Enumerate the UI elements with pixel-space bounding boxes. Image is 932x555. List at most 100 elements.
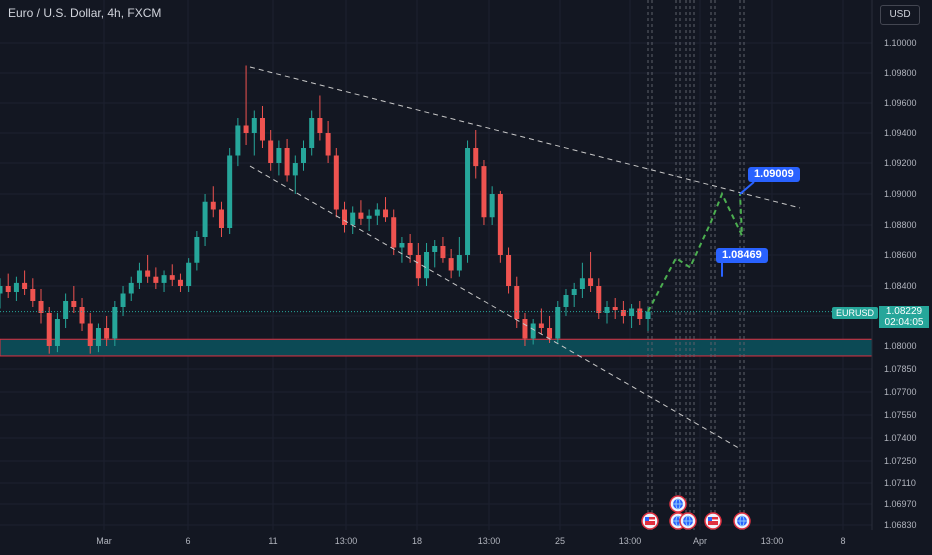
symbol-badge: EURUSD	[832, 307, 879, 319]
candle-body	[579, 278, 585, 289]
grid	[0, 0, 872, 530]
candle-body	[333, 155, 339, 210]
candle-body	[5, 286, 11, 292]
candle-body	[0, 286, 3, 294]
globe-icon[interactable]	[669, 495, 687, 513]
candle-body	[317, 118, 323, 133]
flag-canton	[708, 517, 712, 521]
price-tick-label: 1.07250	[884, 456, 917, 466]
candle-body	[71, 301, 77, 307]
economic-events	[641, 495, 751, 530]
candle-body	[424, 252, 430, 279]
upper-callout-pointer	[739, 181, 755, 195]
candle-body	[481, 166, 487, 218]
candle-body	[538, 323, 544, 328]
time-tick-label: 13:00	[761, 536, 784, 546]
candle-body	[145, 270, 151, 277]
time-axis[interactable]	[0, 530, 932, 550]
candle-body	[309, 118, 315, 148]
us-flag-icon[interactable]	[704, 512, 722, 530]
flag-canton	[645, 517, 649, 521]
price-tick-label: 1.07850	[884, 364, 917, 374]
candle-body	[104, 328, 110, 339]
price-tick-label: 1.09200	[884, 158, 917, 168]
candle-body	[153, 276, 159, 283]
price-tick-label: 1.07110	[884, 478, 916, 488]
price-tick-label: 1.08600	[884, 250, 917, 260]
upper-price-callout[interactable]: 1.09009	[748, 167, 800, 182]
candle-body	[128, 282, 134, 294]
candle-body	[276, 148, 282, 163]
candle-body	[506, 255, 512, 286]
candle-body	[399, 243, 405, 248]
price-tick-label: 1.08800	[884, 220, 917, 230]
currency-button[interactable]: USD	[880, 5, 920, 25]
candle-body	[465, 148, 471, 255]
candle-body	[489, 194, 495, 218]
candle-body	[473, 148, 479, 167]
candle-body	[210, 201, 216, 210]
lower-price-callout[interactable]: 1.08469	[716, 248, 768, 263]
candle-body	[218, 209, 224, 228]
candle-body	[235, 125, 241, 156]
candle-body	[342, 209, 348, 225]
upper-trendline	[249, 66, 801, 209]
candle-body	[79, 307, 85, 324]
time-tick-label: Apr	[693, 536, 707, 546]
candle-body	[620, 310, 626, 316]
globe-icon[interactable]	[679, 512, 697, 530]
candle-body	[177, 279, 183, 286]
candle-body	[358, 212, 364, 219]
candle-body	[530, 323, 536, 339]
candle-body	[292, 163, 298, 176]
projection-path[interactable]	[647, 191, 743, 312]
candle-body	[22, 282, 28, 289]
candle-body	[136, 270, 142, 283]
candle-body	[120, 293, 126, 307]
candle-body	[588, 278, 594, 286]
candle-body	[596, 286, 602, 313]
candle-body	[243, 125, 249, 133]
price-tick-label: 1.06830	[884, 520, 917, 530]
candle-body	[456, 255, 462, 271]
support-zone[interactable]	[0, 338, 873, 357]
candle-body	[407, 243, 413, 255]
candle-body	[46, 313, 52, 346]
candle-body	[259, 118, 265, 141]
time-tick-label: 11	[268, 536, 277, 546]
price-axis[interactable]	[872, 0, 932, 530]
candle-body	[497, 194, 503, 255]
candle-body	[383, 209, 389, 218]
chart-title: Euro / U.S. Dollar, 4h, FXCM	[8, 6, 162, 20]
candle-body	[227, 155, 233, 228]
us-flag-icon[interactable]	[641, 512, 659, 530]
candle-body	[374, 209, 380, 216]
globe-meridian	[675, 498, 681, 510]
candle-body	[112, 307, 118, 339]
time-tick-label: 13:00	[335, 536, 358, 546]
candle-body	[202, 201, 208, 237]
price-tick-label: 1.07550	[884, 410, 917, 420]
current-price-value: 1.08229	[885, 306, 923, 317]
globe-meridian	[739, 515, 745, 527]
candle-body	[645, 311, 651, 319]
event-lines	[647, 0, 745, 530]
globe-icon[interactable]	[733, 512, 751, 530]
globe-meridian	[685, 515, 691, 527]
candle-body	[637, 308, 643, 319]
time-tick-label: 25	[555, 536, 565, 546]
lower-trendline	[249, 165, 741, 450]
candle-body	[63, 301, 69, 319]
candle-body	[95, 328, 101, 346]
time-tick-label: 6	[185, 536, 190, 546]
time-tick-label: 8	[840, 536, 845, 546]
candle-body	[432, 246, 438, 252]
candle-body	[38, 301, 44, 313]
candle-body	[440, 246, 446, 259]
candle-body	[169, 275, 175, 280]
time-tick-label: Mar	[96, 536, 112, 546]
candle-body	[300, 148, 306, 163]
candle-body	[87, 323, 93, 346]
